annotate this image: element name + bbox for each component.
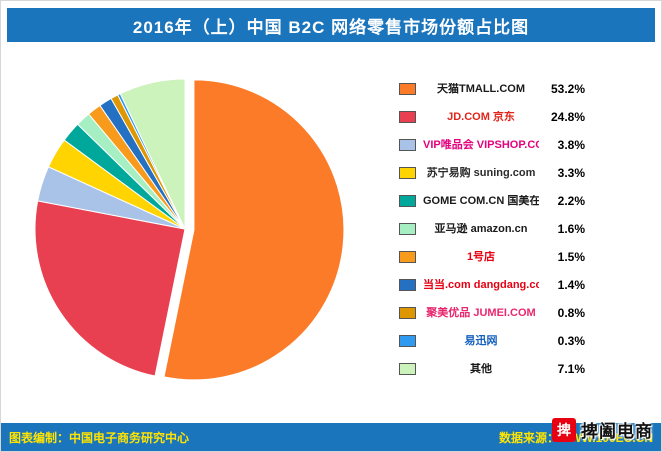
legend-swatch <box>399 251 416 263</box>
legend-swatch <box>399 307 416 319</box>
watermark-seal-icon: 捭 <box>552 417 576 442</box>
pie-slice-京东 <box>34 200 186 377</box>
brand-logo-jumei: 聚美优品 JUMEI.COM <box>426 306 536 319</box>
legend-percent: 1.6% <box>557 222 585 236</box>
legend-item-yixun: 易迅网 0.3% <box>399 327 585 355</box>
legend-item-others: 其他 7.1% <box>399 355 585 383</box>
brand-label-others: 其他 <box>470 362 492 375</box>
legend-swatch <box>399 195 416 207</box>
legend-item-gome: GOME COM.CN 国美在线 2.2% <box>399 187 585 215</box>
title-bar: 2016年（上）中国 B2C 网络零售市场份额占比图 <box>7 8 655 42</box>
legend-item-vip: VIP唯品会 VIPSHOP.COM 3.8% <box>399 131 585 159</box>
legend-percent: 2.2% <box>557 194 585 208</box>
watermark-text: 捭阖电商 <box>581 422 653 441</box>
legend-swatch <box>399 223 416 235</box>
pie-chart-area <box>15 65 360 401</box>
legend-swatch <box>399 139 416 151</box>
brand-logo-jd: JD.COM 京东 <box>447 110 515 123</box>
legend-item-tmall: 天猫TMALL.COM 53.2% <box>399 75 585 103</box>
legend-item-jd: JD.COM 京东 24.8% <box>399 103 585 131</box>
legend-percent: 7.1% <box>557 362 585 376</box>
legend-swatch <box>399 83 416 95</box>
legend-item-suning: 苏宁易购 suning.com 3.3% <box>399 159 585 187</box>
legend-item-yhd: 1号店 1.5% <box>399 243 585 271</box>
legend-percent: 0.3% <box>557 334 585 348</box>
legend-percent: 3.3% <box>557 166 585 180</box>
legend-percent: 3.8% <box>557 138 585 152</box>
legend-swatch <box>399 363 416 375</box>
pie-slice-其他 <box>119 78 186 230</box>
legend-swatch <box>399 335 416 347</box>
brand-logo-yhd: 1号店 <box>466 250 496 263</box>
legend-item-amazon: 亚马逊 amazon.cn 1.6% <box>399 215 585 243</box>
legend-percent: 1.4% <box>557 278 585 292</box>
brand-logo-dangdang: 当当.com dangdang.com <box>423 278 539 291</box>
pie-slice-天猫 <box>163 79 345 381</box>
footer-credit: 图表编制：中国电子商务研究中心 <box>9 430 190 445</box>
legend-percent: 24.8% <box>550 110 585 124</box>
legend-swatch <box>399 279 416 291</box>
legend-percent: 0.8% <box>557 306 585 320</box>
chart-title: 2016年（上）中国 B2C 网络零售市场份额占比图 <box>132 17 530 37</box>
legend-percent: 53.2% <box>550 82 585 96</box>
legend-percent: 1.5% <box>557 250 585 264</box>
brand-logo-gome: GOME COM.CN 国美在线 <box>423 194 539 207</box>
legend-swatch <box>399 111 416 123</box>
brand-logo-amazon: 亚马逊 amazon.cn <box>434 222 528 235</box>
legend-item-dangdang: 当当.com dangdang.com 1.4% <box>399 271 585 299</box>
brand-logo-suning: 苏宁易购 suning.com <box>426 166 536 179</box>
pie-chart <box>34 78 345 381</box>
brand-logo-tmall: 天猫TMALL.COM <box>437 82 525 95</box>
legend-item-jumei: 聚美优品 JUMEI.COM 0.8% <box>399 299 585 327</box>
legend-swatch <box>399 167 416 179</box>
brand-logo-vipshop: VIP唯品会 VIPSHOP.COM <box>423 138 539 151</box>
brand-logo-yixun: 易迅网 <box>464 334 498 347</box>
legend: 天猫TMALL.COM 53.2% JD.COM 京东 24.8% VIP唯品会… <box>399 75 585 383</box>
watermark: 捭 捭阖电商 <box>552 417 653 442</box>
